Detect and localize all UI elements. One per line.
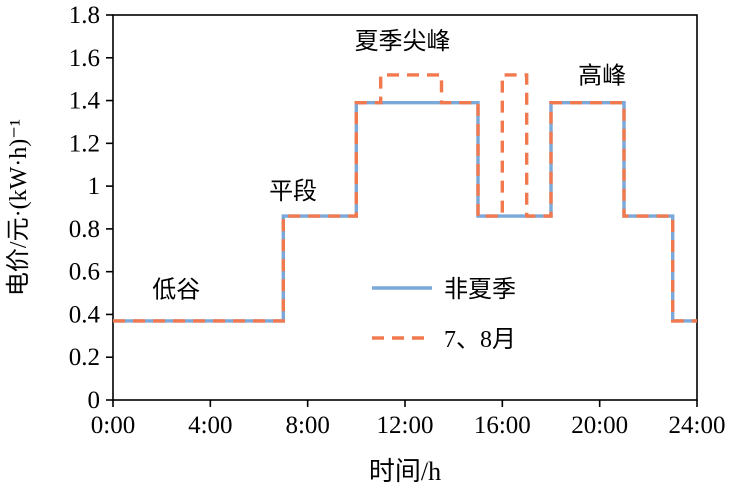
x-tick-label: 4:00 [188, 412, 232, 439]
y-tick-label: 1.8 [69, 2, 100, 29]
y-axis-label: 电价/元·(kW·h)⁻¹ [5, 119, 32, 296]
legend-label-1: 7、8月 [444, 327, 516, 353]
annotation-1: 平段 [269, 178, 317, 205]
y-tick-label: 0.4 [69, 301, 101, 328]
x-tick-label: 12:00 [377, 412, 434, 439]
y-tick-label: 0.8 [69, 216, 100, 243]
legend-label-0: 非夏季 [444, 276, 516, 303]
series-line-1 [113, 73, 697, 323]
annotation-3: 高峰 [578, 62, 626, 89]
x-tick-label: 0:00 [91, 412, 135, 439]
x-axis-label: 时间/h [369, 457, 441, 486]
y-tick-label: 1 [88, 173, 101, 200]
y-tick-label: 1.2 [69, 130, 100, 157]
y-tick-label: 1.6 [69, 45, 100, 72]
annotation-2: 夏季尖峰 [355, 28, 451, 55]
y-tick-label: 0.2 [69, 344, 100, 371]
x-tick-label: 20:00 [571, 412, 628, 439]
x-tick-label: 8:00 [285, 412, 329, 439]
y-tick-label: 1.4 [69, 88, 101, 115]
y-tick-label: 0 [88, 387, 101, 414]
x-tick-label: 24:00 [669, 412, 726, 439]
annotation-0: 低谷 [152, 276, 200, 303]
y-tick-label: 0.6 [69, 259, 100, 286]
x-tick-label: 16:00 [474, 412, 531, 439]
